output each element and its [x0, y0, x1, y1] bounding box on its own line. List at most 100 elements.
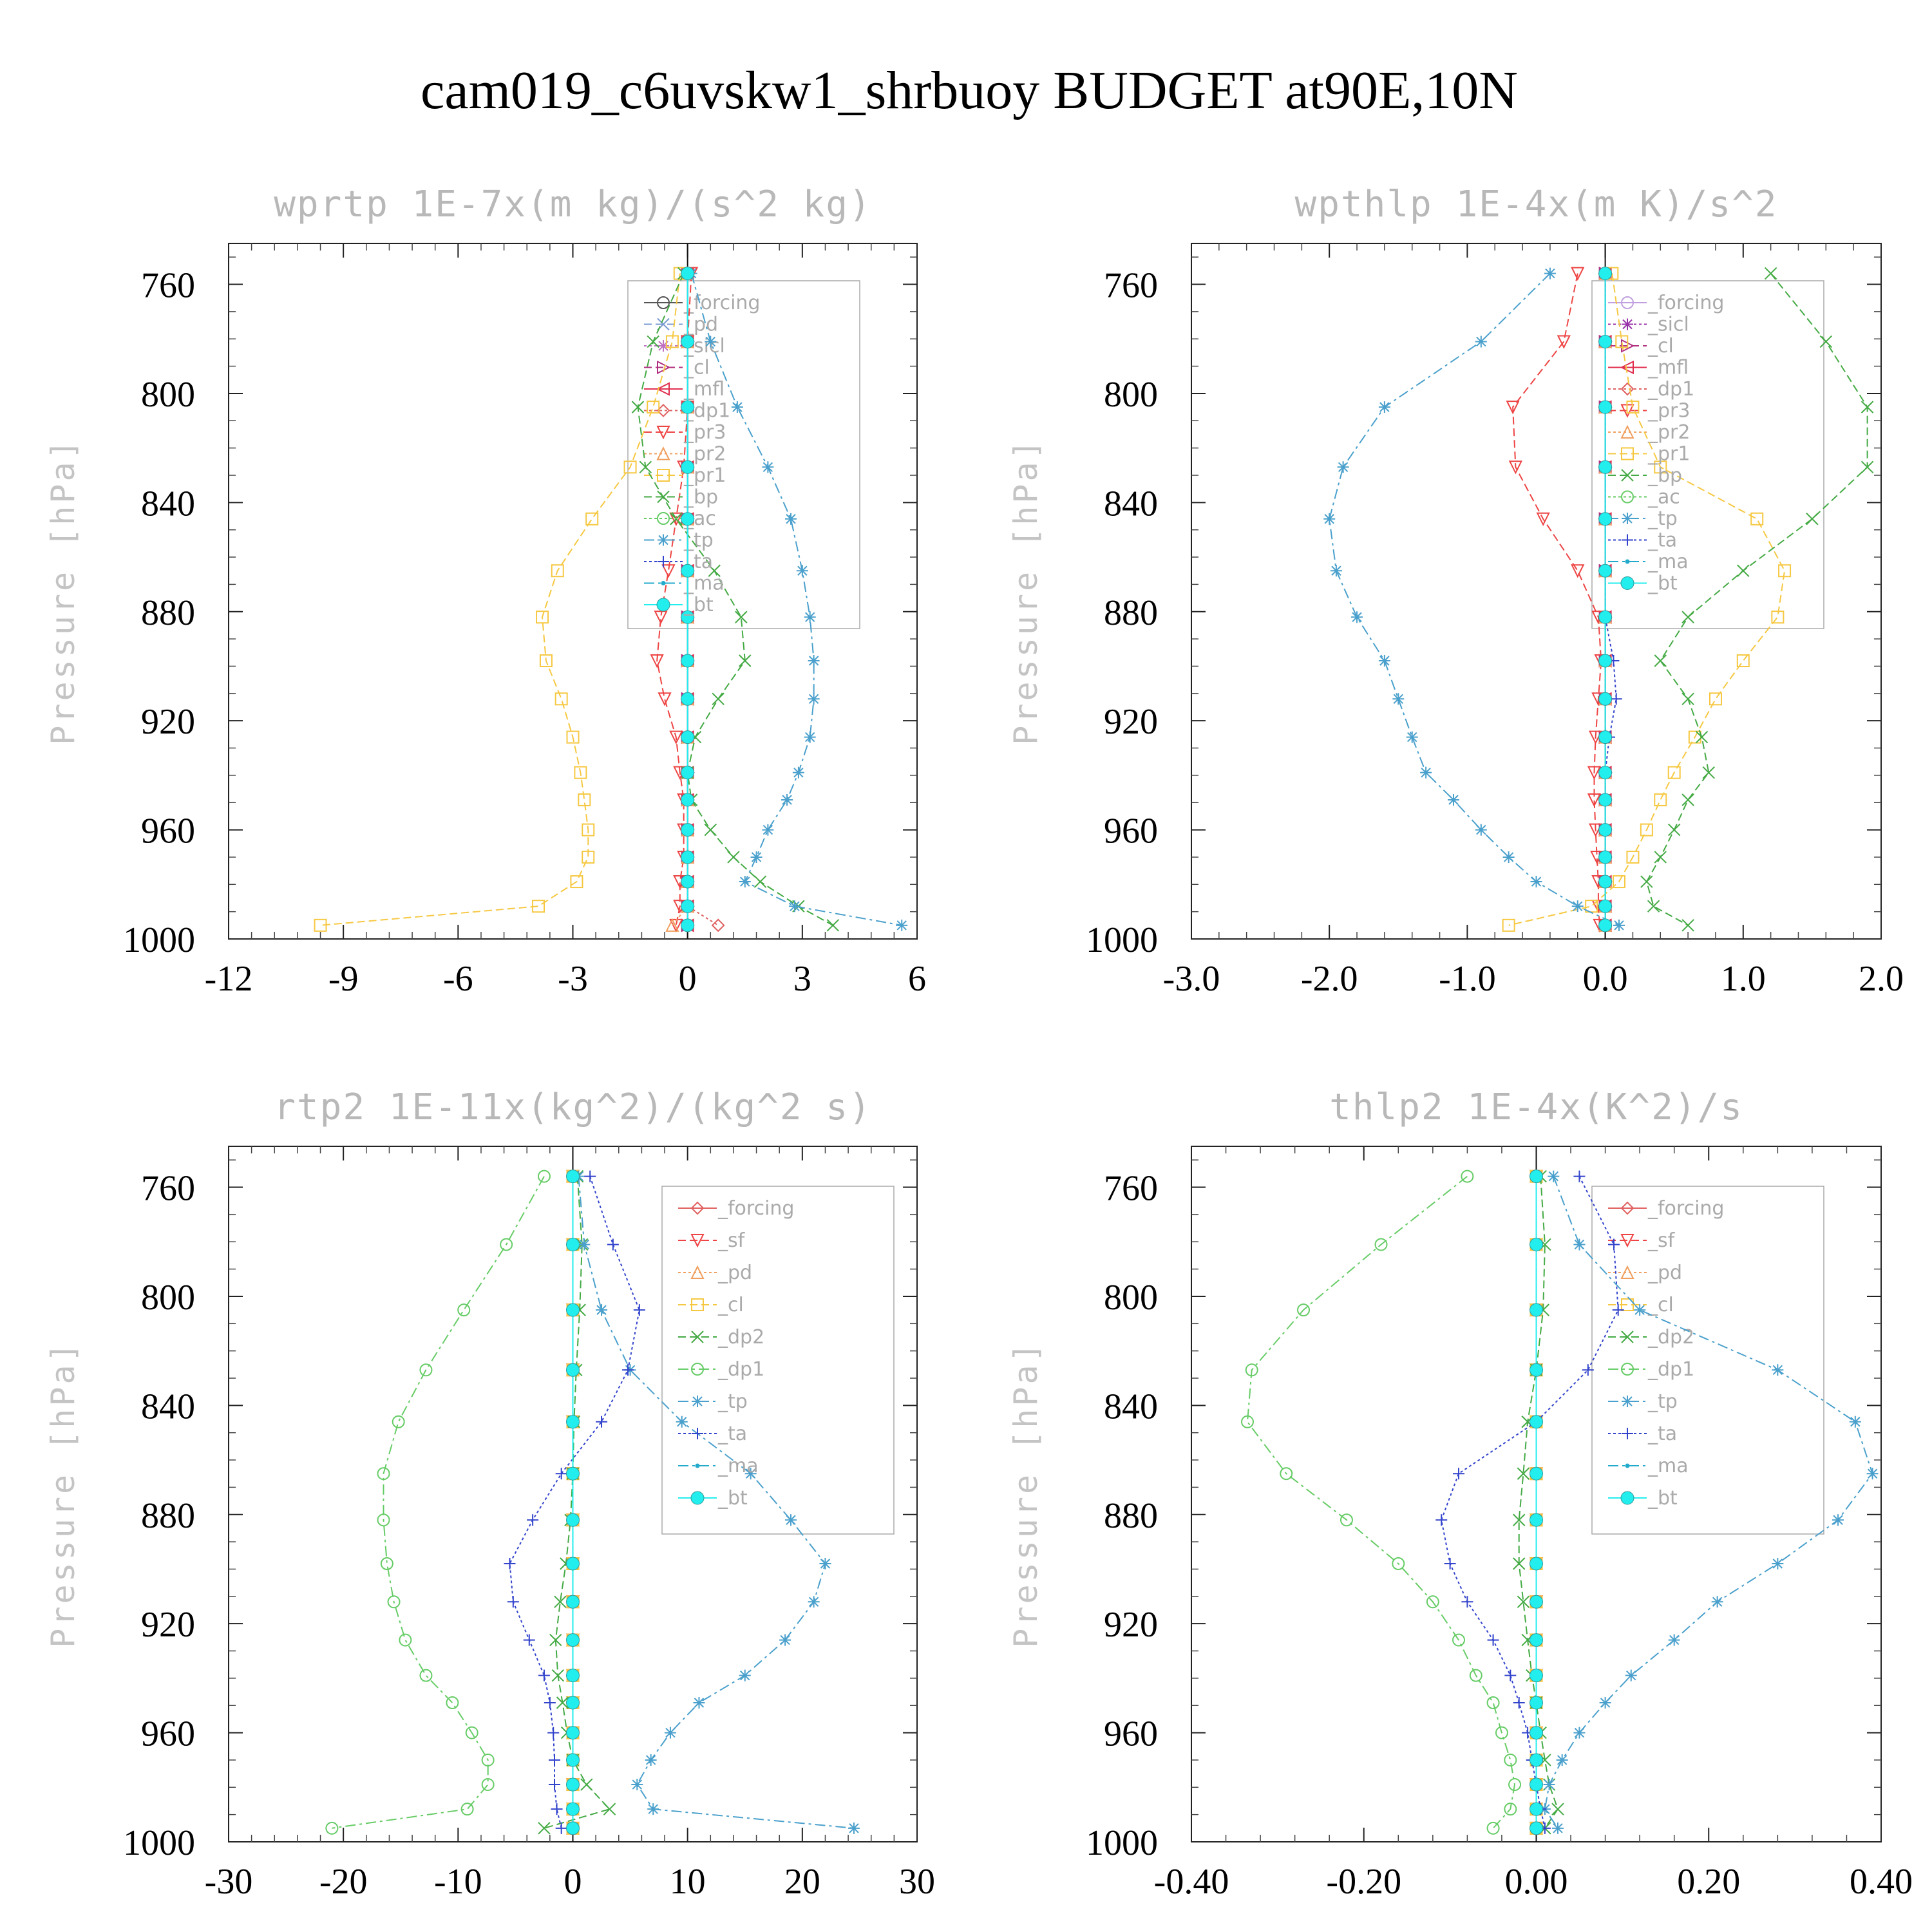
series-pr1 [314, 267, 687, 932]
x-tick-label: 30 [899, 1862, 935, 1902]
y-tick-label: 840 [141, 484, 195, 524]
legend-marker [656, 598, 670, 612]
data-point [566, 1633, 580, 1647]
data-point [622, 1364, 634, 1376]
legend-marker [1620, 1491, 1634, 1505]
data-point [566, 1415, 580, 1429]
legend-label: _dp1 [1647, 378, 1694, 401]
legend-label: _bp [1647, 464, 1682, 487]
data-point [1548, 1170, 1560, 1182]
data-point [1681, 919, 1694, 932]
data-point [623, 460, 637, 474]
data-point [1469, 1669, 1482, 1682]
panel-title: rtp2 1E-11x(kg^2)/(kg^2 s) [274, 1086, 872, 1128]
data-point [1530, 1696, 1543, 1710]
x-tick-label: -3.0 [1163, 959, 1220, 999]
y-tick-label: 800 [1104, 1278, 1158, 1318]
data-point [1615, 335, 1629, 348]
y-tick-label: 840 [141, 1387, 195, 1426]
data-point [1504, 1753, 1517, 1766]
data-point [739, 654, 752, 667]
data-point [1530, 1466, 1543, 1481]
data-point [681, 918, 695, 933]
y-tick-label: 760 [1104, 266, 1158, 306]
data-point [744, 1468, 757, 1480]
data-point [631, 401, 645, 413]
data-point [325, 1821, 339, 1835]
data-point [547, 1727, 560, 1739]
legend-marker [656, 382, 670, 396]
data-point [1536, 512, 1550, 527]
legend-box [661, 1186, 895, 1535]
legend-label: _bt [1647, 573, 1678, 595]
data-point [582, 823, 595, 837]
data-point [848, 1822, 860, 1834]
data-point [681, 730, 695, 744]
series-tp [573, 1170, 860, 1834]
legend-label: _ma [1647, 551, 1689, 573]
legend-marker [1622, 513, 1633, 524]
legend-marker [1622, 534, 1633, 546]
data-point [1778, 564, 1792, 578]
data-point [1598, 918, 1613, 933]
data-point [1688, 730, 1701, 744]
series-line [1329, 272, 1620, 926]
data-point [1587, 766, 1602, 780]
data-point [578, 793, 591, 806]
data-point [460, 1803, 474, 1816]
data-point [549, 1633, 562, 1647]
data-point [1513, 1513, 1526, 1526]
x-tick-label: 10 [670, 1862, 706, 1902]
data-point [446, 1696, 459, 1709]
series-tp [685, 267, 908, 931]
y-tick-label: 920 [141, 1605, 195, 1645]
y-axis-label: Pressure [hPa] [1007, 1340, 1045, 1647]
y-tick-label: 760 [141, 266, 195, 306]
data-point [1647, 900, 1660, 913]
data-point [481, 1778, 495, 1792]
legend-label: _forcing [717, 1197, 794, 1220]
legend-label: _pr3 [683, 421, 726, 444]
data-point [399, 1633, 412, 1647]
legend-label: _ma [1647, 1455, 1689, 1477]
legend-marker [658, 340, 669, 352]
legend-marker [658, 534, 669, 546]
data-point [654, 611, 668, 625]
legend-marker [1621, 1363, 1634, 1376]
x-tick-label: -3 [558, 959, 588, 999]
data-point [1544, 267, 1556, 279]
legend-marker [695, 1463, 700, 1468]
data-point [1392, 1557, 1405, 1570]
data-point [1654, 460, 1667, 474]
y-axis-label: Pressure [hPa] [1007, 437, 1045, 744]
data-point [1626, 401, 1640, 414]
data-point [1486, 1821, 1500, 1835]
data-point [1681, 611, 1694, 623]
data-point [1245, 1363, 1258, 1377]
x-tick-label: 6 [908, 959, 926, 999]
series-bt [1598, 267, 1613, 933]
data-point [538, 1822, 551, 1835]
series-bt [566, 1170, 580, 1835]
y-tick-label: 1000 [1086, 920, 1158, 960]
series-tp [1323, 267, 1625, 931]
x-tick-label: -6 [443, 959, 473, 999]
series-bt [681, 267, 695, 933]
data-point [1297, 1303, 1311, 1317]
data-point [676, 1416, 688, 1428]
legend-marker [1621, 296, 1634, 309]
data-point [551, 564, 564, 578]
data-point [554, 1595, 567, 1608]
data-point [896, 919, 908, 931]
y-tick-label: 840 [1104, 484, 1158, 524]
data-point [377, 1513, 390, 1527]
data-point [1378, 401, 1390, 413]
legend-marker [1621, 447, 1634, 460]
data-point [785, 1514, 797, 1526]
legend-label: _pd [1647, 1262, 1682, 1284]
data-point [566, 1821, 580, 1835]
data-point [1530, 1595, 1543, 1609]
data-point [639, 460, 652, 474]
legend-label: _tp [1647, 507, 1678, 530]
legend-marker [1620, 1234, 1634, 1248]
